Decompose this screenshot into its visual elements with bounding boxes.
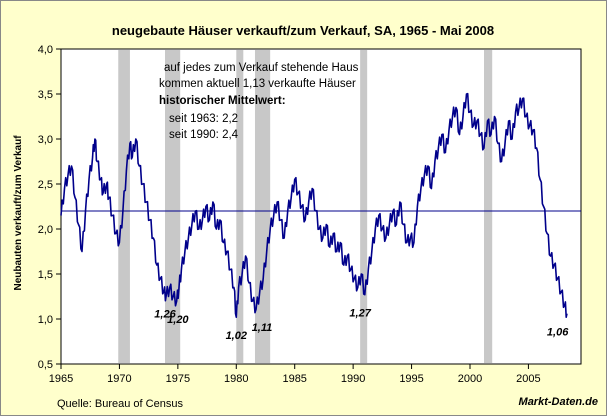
x-tick-label-7: 2000 <box>458 373 482 385</box>
x-tick-label-1: 1970 <box>107 373 131 385</box>
y-tick-label-0: 0,5 <box>38 359 53 371</box>
annotation-box: auf jedes zum Verkauf stehende Haus komm… <box>159 62 359 141</box>
series-line-0 <box>60 92 568 318</box>
x-tick-label-0: 1965 <box>49 373 73 385</box>
x-tick-label-3: 1980 <box>224 373 248 385</box>
recession-band-0 <box>118 50 130 363</box>
source-label: Quelle: Bureau of Census <box>57 398 183 410</box>
recession-bands <box>118 50 493 363</box>
data-labels: 1,261,20 1,02 1,11 1,27 1,06 <box>154 308 569 343</box>
annotation-line-2: kommen aktuell 1,13 verkaufte Häuser <box>159 78 356 90</box>
plot-area: 1965 1970 1975 1980 1985 1990 1995 2000 2005 0,5 1… <box>38 44 582 385</box>
recession-band-1 <box>165 50 181 363</box>
annotation-line-4: seit 1963: 2,2 <box>169 113 238 125</box>
brand-label: Markt-Daten.de <box>519 396 598 408</box>
recession-band-2 <box>236 50 244 363</box>
chart-title: neugebaute Häuser verkauft/zum Verkauf, … <box>112 23 494 38</box>
data-label-3: 1,11 <box>252 322 273 334</box>
recession-band-3 <box>254 50 271 363</box>
annotation-line-5: seit 1990: 2,4 <box>169 129 239 141</box>
data-label-2: 1,02 <box>226 330 247 342</box>
x-tick-label-4: 1985 <box>282 373 306 385</box>
x-tick-label-6: 1995 <box>399 373 423 385</box>
x-tick-label-5: 1990 <box>341 373 365 385</box>
x-tick-label-8: 2005 <box>516 373 540 385</box>
y-tick-label-2: 1,5 <box>38 269 53 281</box>
data-label-1: 1,20 <box>167 314 189 326</box>
y-axis-label: Neubauten verkauft/zum Verkauf <box>13 135 24 291</box>
y-tick-label-3: 2,0 <box>38 224 53 236</box>
y-tick-label-6: 3,5 <box>38 89 53 101</box>
annotation-line-1: auf jedes zum Verkauf stehende Haus <box>164 62 359 74</box>
data-label-0: 1,26 <box>154 309 176 321</box>
y-tick-label-1: 1,0 <box>38 314 53 326</box>
y-tick-label-7: 4,0 <box>38 44 53 56</box>
series-group <box>60 92 568 318</box>
y-tick-label-5: 3,0 <box>38 134 53 146</box>
y-tick-label-4: 2,5 <box>38 179 53 191</box>
annotation-line-3: historischer Mittelwert: <box>159 95 286 107</box>
recession-band-5 <box>484 50 493 363</box>
data-label-4: 1,27 <box>349 308 371 320</box>
x-tick-label-2: 1975 <box>166 373 190 385</box>
data-label-5: 1,06 <box>547 327 569 339</box>
plot-background <box>60 48 582 365</box>
axis-ticks: 1965 1970 1975 1980 1985 1990 1995 2000 2005 0,5 1… <box>38 44 541 385</box>
recession-band-4 <box>360 50 368 363</box>
